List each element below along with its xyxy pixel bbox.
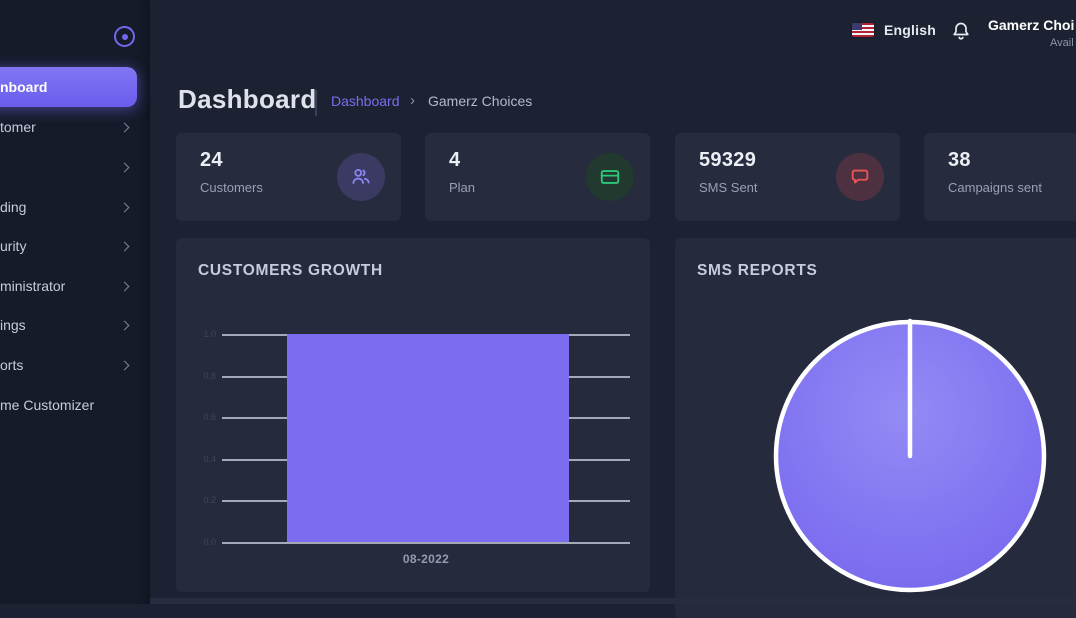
sidebar-item-settings[interactable]: ings bbox=[0, 305, 150, 345]
sidebar-item-label: nboard bbox=[0, 79, 48, 95]
stat-card-customers: 24 Customers bbox=[176, 133, 401, 221]
breadcrumb-separator: › bbox=[410, 92, 415, 109]
chevron-right-icon bbox=[119, 360, 130, 371]
breadcrumb-current: Gamerz Choices bbox=[428, 93, 533, 109]
language-label: English bbox=[884, 22, 936, 38]
stat-badge bbox=[836, 153, 884, 201]
chevron-right-icon bbox=[119, 122, 130, 133]
chat-icon bbox=[851, 169, 869, 184]
stat-label: SMS Sent bbox=[699, 180, 758, 195]
sms-reports-panel: SMS REPORTS bbox=[675, 238, 1076, 618]
stat-label: Customers bbox=[200, 180, 263, 195]
chevron-right-icon bbox=[119, 202, 130, 213]
y-axis-tick: 0.0 bbox=[203, 537, 216, 547]
y-axis-tick: 0.8 bbox=[203, 371, 216, 381]
sidebar-item-security[interactable]: urity bbox=[0, 226, 150, 266]
stat-value: 24 bbox=[200, 149, 223, 171]
x-axis-label: 08-2022 bbox=[402, 552, 450, 566]
user-status: Avail bbox=[1050, 37, 1074, 49]
users-icon bbox=[352, 169, 370, 184]
sidebar-item-administrator[interactable]: ministrator bbox=[0, 266, 150, 306]
topbar: English Gamerz Choi Avail bbox=[150, 0, 1076, 64]
chevron-right-icon bbox=[119, 320, 130, 331]
sidebar-item-label: ministrator bbox=[0, 278, 66, 294]
notifications-bell-icon[interactable] bbox=[949, 20, 973, 44]
user-name[interactable]: Gamerz Choi bbox=[988, 17, 1075, 33]
sidebar-item-branding[interactable]: ding bbox=[0, 187, 150, 227]
sidebar-item-label: ding bbox=[0, 199, 27, 215]
y-axis-tick: 1.0 bbox=[203, 329, 216, 339]
us-flag-icon bbox=[852, 23, 874, 37]
stat-label: Plan bbox=[449, 180, 476, 195]
chevron-right-icon bbox=[119, 162, 130, 173]
sidebar-item-theme-customizer[interactable]: me Customizer bbox=[0, 385, 150, 425]
stat-label: Campaigns sent bbox=[948, 180, 1042, 195]
stat-badge bbox=[586, 153, 634, 201]
bottom-scroll-edge bbox=[150, 598, 1076, 604]
customers-growth-title: CUSTOMERS GROWTH bbox=[198, 262, 383, 279]
stat-value: 38 bbox=[948, 149, 971, 171]
breadcrumb-home-link[interactable]: Dashboard bbox=[331, 93, 400, 109]
sidebar-item-label: ings bbox=[0, 317, 26, 333]
stat-card-campaigns-sent: 38 Campaigns sent bbox=[924, 133, 1076, 221]
stat-card-sms-sent: 59329 SMS Sent bbox=[675, 133, 900, 221]
y-axis-tick: 0.4 bbox=[203, 454, 216, 464]
sidebar-item-reports[interactable]: orts bbox=[0, 345, 150, 385]
sidebar-item-3[interactable] bbox=[0, 147, 150, 187]
y-axis-tick: 0.6 bbox=[203, 412, 216, 422]
stat-value: 59329 bbox=[699, 149, 757, 171]
chevron-right-icon bbox=[119, 241, 130, 252]
customers-growth-panel: CUSTOMERS GROWTH 1.0 0.8 0.6 0.4 0.2 0.0… bbox=[176, 238, 650, 592]
y-axis-tick: 0.2 bbox=[203, 495, 216, 505]
sidebar-item-label: orts bbox=[0, 357, 24, 373]
chevron-right-icon bbox=[119, 281, 130, 292]
stat-badge bbox=[337, 153, 385, 201]
sms-reports-title: SMS REPORTS bbox=[697, 262, 818, 279]
sidebar: nboard tomer ding urity ministrator ings… bbox=[0, 0, 150, 604]
gridline: 0.0 bbox=[203, 537, 630, 547]
header-divider bbox=[315, 90, 317, 116]
page-title: Dashboard bbox=[178, 84, 317, 114]
sms-reports-pie-chart bbox=[773, 318, 1047, 593]
language-switcher[interactable]: English bbox=[852, 22, 936, 38]
stat-value: 4 bbox=[449, 149, 461, 171]
credit-card-icon bbox=[600, 170, 620, 184]
sidebar-item-label: tomer bbox=[0, 119, 36, 135]
sidebar-item-dashboard[interactable]: nboard bbox=[0, 67, 137, 107]
sidebar-item-label: me Customizer bbox=[0, 397, 95, 413]
sidebar-toggle-target-icon[interactable] bbox=[114, 26, 135, 47]
bar-08-2022[interactable] bbox=[287, 334, 569, 542]
sidebar-item-label: urity bbox=[0, 238, 27, 254]
sidebar-item-customer[interactable]: tomer bbox=[0, 107, 150, 147]
stat-card-plan: 4 Plan bbox=[425, 133, 650, 221]
